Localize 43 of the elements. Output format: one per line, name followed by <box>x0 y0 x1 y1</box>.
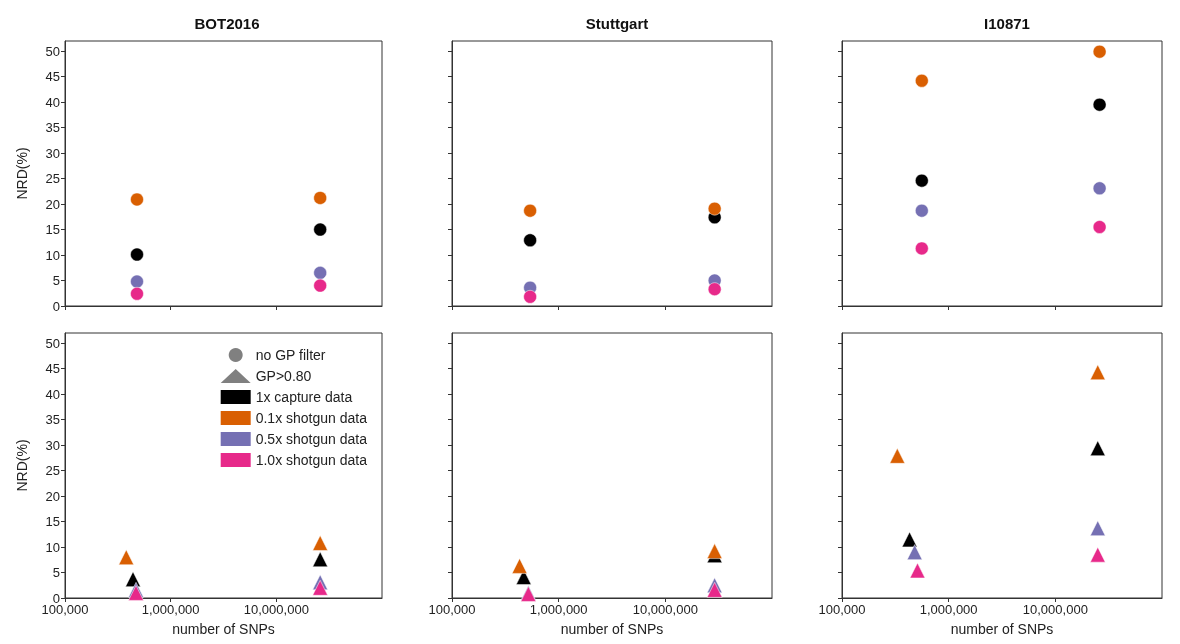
y-tick-label: 40 <box>45 386 60 402</box>
y-tick-label: 50 <box>45 335 60 351</box>
y-tick-label: 5 <box>52 565 60 581</box>
y-tick-label: 35 <box>45 412 60 428</box>
x-tick-label: 10,000,000 <box>1022 602 1088 617</box>
legend-label: 0.5x shotgun data <box>255 431 368 447</box>
x-tick-label: 10,000,000 <box>632 602 698 617</box>
y-tick-label: 45 <box>45 361 60 377</box>
y-tick-label: 20 <box>45 196 60 212</box>
y-tick-label: 0 <box>52 298 60 314</box>
y-tick-label: 15 <box>45 222 60 238</box>
legend-label: 1x capture data <box>255 389 353 405</box>
y-tick-label: 50 <box>45 43 60 59</box>
y-tick-label: 25 <box>45 463 60 479</box>
y-tick-label: 5 <box>52 273 60 289</box>
y-tick-label: 30 <box>45 437 60 453</box>
chart-title: Stuttgart <box>585 15 649 32</box>
x-tick-label: 1,000,000 <box>529 602 588 617</box>
x-tick-label: 100,000 <box>818 602 866 617</box>
x-tick-label: 1,000,000 <box>919 602 978 617</box>
y-axis-title: NRD(%) <box>14 147 30 200</box>
legend-label: no GP filter <box>255 347 326 363</box>
y-tick-label: 40 <box>45 94 60 110</box>
x-tick-label: 1,000,000 <box>141 602 200 617</box>
y-tick-label: 25 <box>45 171 60 187</box>
chart-title: BOT2016 <box>194 15 260 32</box>
legend-label: GP>0.80 <box>255 368 312 384</box>
y-tick-label: 20 <box>45 488 60 504</box>
y-tick-label: 35 <box>45 120 60 136</box>
x-tick-label: 10,000,000 <box>243 602 309 617</box>
x-axis-title: number of SNPs <box>950 621 1054 637</box>
y-axis-title: NRD(%) <box>14 439 30 492</box>
y-tick-label: 15 <box>45 514 60 530</box>
x-axis-title: number of SNPs <box>560 621 664 637</box>
y-tick-label: 10 <box>45 539 60 555</box>
y-tick-label: 10 <box>45 247 60 263</box>
legend-label: 0.1x shotgun data <box>255 410 368 426</box>
x-axis-title: number of SNPs <box>172 621 275 637</box>
legend-label: 1.0x shotgun data <box>255 452 368 468</box>
x-tick-label: 100,000 <box>428 602 476 617</box>
chart-title: I10871 <box>984 15 1030 32</box>
y-tick-label: 45 <box>45 69 60 85</box>
y-tick-label: 30 <box>45 145 60 161</box>
